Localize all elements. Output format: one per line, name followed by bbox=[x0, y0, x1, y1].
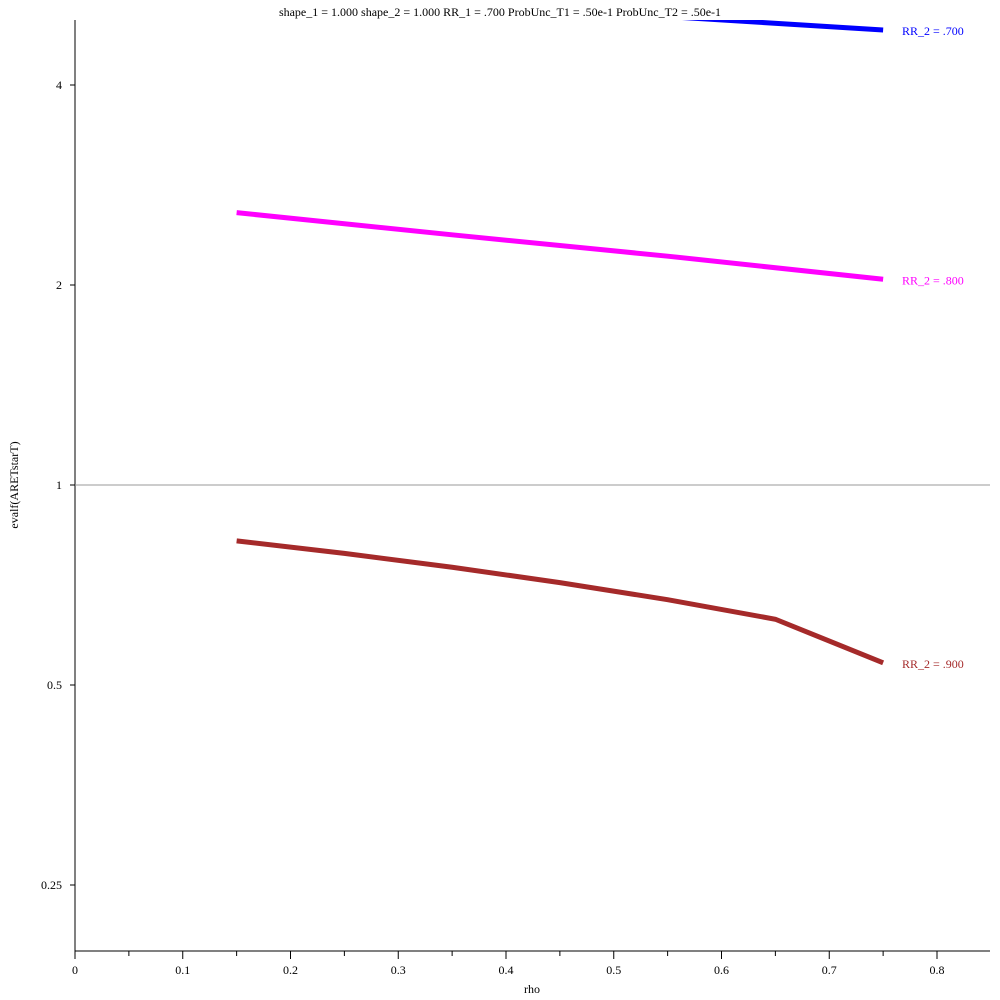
y-tick-label: 0.5 bbox=[47, 678, 62, 692]
x-tick-label: 0.8 bbox=[930, 963, 945, 977]
y-tick-label: 2 bbox=[56, 278, 62, 292]
x-tick-label: 0.1 bbox=[175, 963, 190, 977]
x-axis-label: rho bbox=[524, 982, 540, 996]
y-tick-label: 0.25 bbox=[41, 878, 62, 892]
series-label-2: RR_2 = .900 bbox=[902, 657, 964, 671]
x-tick-label: 0.2 bbox=[283, 963, 298, 977]
series-label-0: RR_2 = .700 bbox=[902, 24, 964, 38]
chart-title: shape_1 = 1.000 shape_2 = 1.000 RR_1 = .… bbox=[279, 5, 721, 19]
series-line-0 bbox=[681, 20, 884, 33]
y-tick-label: 1 bbox=[56, 478, 62, 492]
y-axis-label: evalf(ARETstarT) bbox=[7, 441, 21, 528]
x-tick-label: 0.7 bbox=[822, 963, 837, 977]
y-tick-label: 4 bbox=[56, 78, 62, 92]
series-line-2 bbox=[236, 538, 885, 666]
x-tick-label: 0.5 bbox=[606, 963, 621, 977]
x-tick-label: 0.6 bbox=[714, 963, 729, 977]
series-label-1: RR_2 = .800 bbox=[902, 273, 964, 287]
x-tick-label: 0 bbox=[72, 963, 78, 977]
x-tick-label: 0.4 bbox=[499, 963, 514, 977]
series-line-1 bbox=[236, 210, 884, 282]
x-tick-label: 0.3 bbox=[391, 963, 406, 977]
